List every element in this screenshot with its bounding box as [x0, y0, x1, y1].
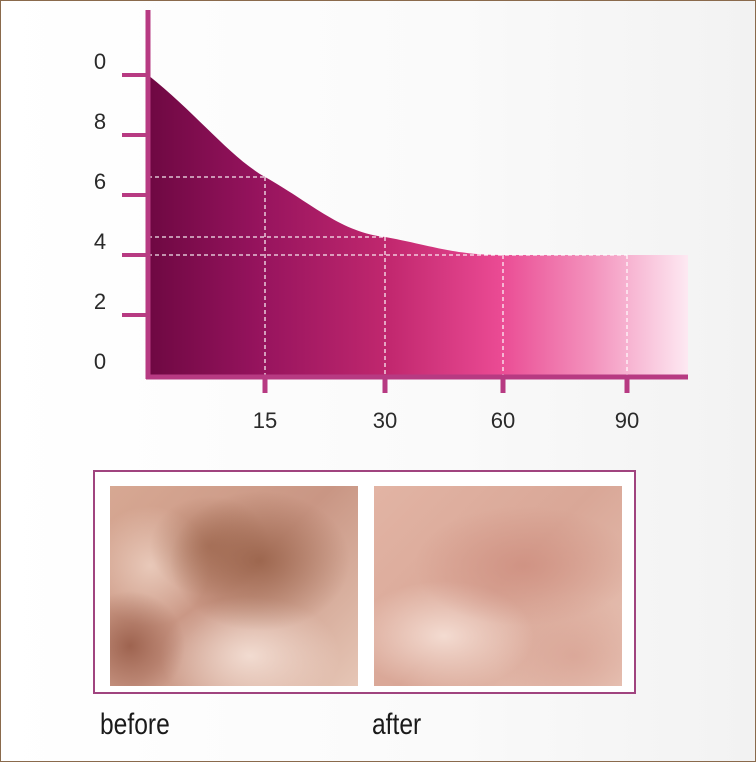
x-tick-label: 90: [615, 408, 639, 433]
after-photo: [374, 486, 622, 686]
y-tick-label: 8: [94, 109, 106, 134]
x-axis-ticks: 15 30 60 90: [253, 375, 639, 433]
x-tick-label: 15: [253, 408, 277, 433]
y-tick-label: 6: [94, 169, 106, 194]
y-axis-ticks: 0 2 4 6 8 0: [94, 49, 148, 374]
guide-lines: [148, 176, 628, 375]
x-tick-label: 60: [491, 408, 515, 433]
y-tick-label: 2: [94, 289, 106, 314]
before-photo: [110, 486, 358, 686]
y-tick-label: 4: [94, 229, 106, 254]
reduction-chart: 0 2 4 6 8 0 15 30 60 90: [94, 10, 688, 433]
x-tick-label: 30: [373, 408, 397, 433]
before-after-photos: [93, 470, 636, 694]
area-series: [148, 75, 688, 375]
before-label: before: [100, 708, 170, 741]
y-tick-label: 0: [94, 349, 106, 374]
y-tick-label: 0: [94, 49, 106, 74]
after-label: after: [372, 708, 422, 741]
